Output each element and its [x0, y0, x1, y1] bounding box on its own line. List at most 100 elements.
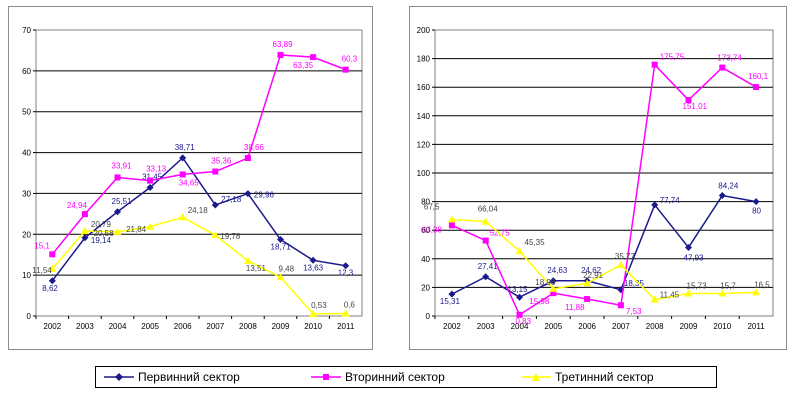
legend-tertiary-icon — [521, 373, 551, 381]
data-point-secondary-right — [482, 237, 489, 244]
series-line-1-left — [51, 156, 346, 282]
data-point-secondary-left — [342, 66, 349, 73]
data-point-secondary-left — [310, 54, 317, 61]
data-label-left: 0,53 — [311, 301, 327, 310]
x-tick-label-right: 2009 — [680, 322, 698, 331]
y-tick-label-left: 10 — [22, 271, 31, 280]
data-label-left: 19,14 — [91, 236, 112, 245]
data-label-left: 12,3 — [338, 269, 354, 278]
data-label-right: 15,7 — [720, 282, 736, 291]
data-point-primary-left — [277, 236, 284, 244]
data-label-left: 24,94 — [67, 201, 88, 210]
data-point-secondary-right — [651, 61, 658, 68]
x-tick-label-left: 2002 — [43, 322, 61, 331]
data-point-tertiary-left — [211, 231, 220, 239]
chart-panel-right: 0 20 40 60 80 100 120 140 160 180 200 2002 2003 2004 2… — [409, 6, 787, 350]
data-label-left: 19,78 — [220, 232, 241, 241]
y-tick-label-left: 20 — [22, 230, 31, 239]
data-label-right: 22,91 — [583, 271, 604, 280]
y-tick-label-right: 0 — [426, 312, 431, 321]
data-label-left: 24,18 — [188, 206, 209, 215]
data-point-secondary-right — [584, 296, 591, 303]
data-label-left: 21,84 — [126, 225, 147, 234]
x-tick-label-left: 2011 — [337, 322, 355, 331]
series-line-1-right — [451, 194, 757, 299]
y-tick-label-right: 60 — [421, 226, 430, 235]
data-point-primary-right — [482, 273, 490, 281]
data-label-left: 15,1 — [34, 241, 50, 250]
series-line-2-right — [451, 63, 757, 316]
data-label-right: 7,53 — [626, 307, 642, 316]
data-point-tertiary-right — [616, 260, 625, 268]
legend-primary-icon — [104, 373, 134, 381]
data-label-right: 151,01 — [683, 102, 708, 111]
data-point-tertiary-left — [146, 222, 155, 230]
data-label-left: 31,45 — [142, 173, 163, 182]
chart-left-svg: 0 10 20 30 40 50 60 70 2002 2003 2004 2005 2006 2007 2… — [22, 26, 363, 331]
data-point-primary-left — [179, 154, 187, 162]
data-label-right: 84,24 — [718, 182, 739, 191]
data-label-right: 18,35 — [624, 279, 645, 288]
legend-item-primary: Первинний сектор — [104, 370, 240, 384]
data-point-primary-left — [146, 184, 154, 192]
x-tick-label-left: 2007 — [206, 322, 224, 331]
data-label-left: 11,54 — [32, 266, 52, 275]
data-point-secondary-right — [719, 64, 726, 71]
data-label-right: 175,75 — [660, 53, 685, 62]
data-point-tertiary-left — [80, 227, 89, 235]
data-point-primary-left — [114, 208, 121, 216]
y-tick-label-right: 100 — [417, 169, 431, 178]
data-label-left: 33,91 — [112, 161, 133, 170]
y-tick-label-right: 180 — [417, 55, 431, 64]
data-label-left: 8,62 — [42, 284, 58, 293]
data-point-primary-left — [48, 277, 56, 285]
y-tick-label-right: 20 — [421, 283, 430, 292]
data-label-left: 63,35 — [293, 61, 314, 70]
x-tick-label-left: 2009 — [272, 322, 290, 331]
data-label-right: 173,74 — [717, 54, 742, 63]
data-point-primary-right — [448, 290, 456, 298]
data-point-secondary-left — [147, 177, 154, 184]
data-label-left: 25,51 — [112, 197, 133, 206]
data-label-left: 38,66 — [244, 143, 265, 152]
x-tick-label-right: 2004 — [511, 322, 529, 331]
data-label-right: 77,74 — [660, 196, 681, 205]
data-label-right: 24,63 — [547, 266, 568, 275]
data-label-left: 29,96 — [254, 191, 275, 200]
data-point-tertiary-right — [549, 284, 558, 292]
data-label-right: 35,77 — [615, 252, 636, 261]
series-line-3-right — [451, 218, 757, 301]
data-point-secondary-left — [179, 171, 186, 178]
data-label-right: 15,31 — [440, 297, 461, 306]
data-point-tertiary-right — [684, 289, 693, 297]
series-line-3-left — [51, 216, 346, 315]
data-label-left: 20,79 — [91, 220, 112, 229]
data-point-primary-left — [81, 234, 89, 242]
data-point-primary-left — [244, 190, 252, 198]
x-tick-label-left: 2005 — [141, 322, 159, 331]
x-tick-label-right: 2006 — [578, 322, 596, 331]
data-point-secondary-left — [277, 51, 284, 58]
y-tick-label-right: 200 — [417, 26, 431, 35]
data-point-primary-left — [342, 262, 350, 270]
y-tick-label-right: 120 — [417, 140, 431, 149]
chart-right-svg: 0 20 40 60 80 100 120 140 160 180 200 2002 2003 2004 2… — [417, 26, 774, 331]
y-tick-label-left: 30 — [22, 189, 31, 198]
data-point-secondary-left — [49, 251, 56, 258]
data-point-secondary-left — [114, 174, 121, 181]
data-label-left: 18,71 — [271, 243, 292, 252]
y-tick-label-right: 80 — [421, 198, 430, 207]
data-point-primary-right — [516, 293, 523, 301]
legend-secondary-label: Вторинний сектор — [345, 370, 445, 384]
data-label-left: 20,58 — [94, 229, 115, 238]
x-tick-label-left: 2004 — [109, 322, 127, 331]
data-point-primary-left — [211, 201, 219, 209]
data-label-right: 16,5 — [754, 280, 770, 289]
data-point-tertiary-right — [650, 295, 659, 303]
data-point-tertiary-right — [752, 288, 761, 296]
data-point-tertiary-left — [178, 213, 187, 221]
y-tick-label-left: 40 — [22, 149, 31, 158]
legend-primary-label: Первинний сектор — [138, 370, 240, 384]
data-label-left: 33,13 — [146, 165, 167, 174]
data-label-right: 13,15 — [508, 285, 529, 294]
